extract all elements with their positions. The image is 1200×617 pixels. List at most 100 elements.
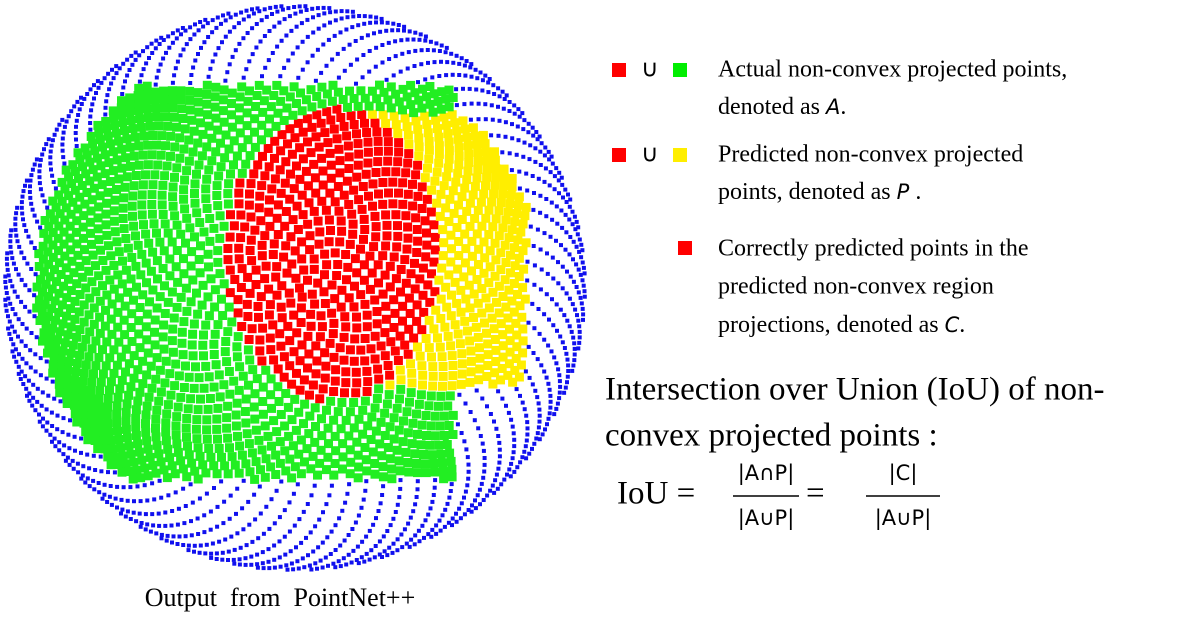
point [287, 149, 297, 159]
point [477, 487, 482, 492]
point [444, 421, 454, 430]
point [127, 68, 132, 72]
point [454, 160, 464, 170]
point [494, 281, 504, 291]
point [521, 127, 526, 132]
point [296, 469, 306, 479]
point [220, 153, 230, 163]
point [314, 142, 324, 152]
point [473, 148, 483, 158]
point [483, 350, 493, 360]
point [158, 180, 168, 190]
point [223, 537, 228, 542]
point [38, 157, 43, 162]
point [362, 366, 372, 376]
point [4, 291, 9, 295]
point [103, 402, 112, 412]
point [408, 418, 418, 428]
point [509, 461, 514, 466]
point [498, 223, 508, 233]
point [31, 395, 36, 400]
point [183, 28, 188, 33]
point [380, 43, 385, 47]
point [315, 332, 325, 342]
point [285, 194, 295, 204]
point [394, 188, 403, 198]
point [518, 246, 528, 256]
point [430, 527, 435, 532]
point [442, 440, 452, 449]
point [295, 385, 305, 395]
point [113, 307, 123, 317]
point [235, 92, 245, 102]
point [108, 106, 118, 116]
point [201, 194, 211, 204]
point [268, 320, 278, 330]
point [118, 203, 128, 213]
point [481, 448, 486, 453]
point [24, 178, 29, 183]
point [353, 450, 363, 460]
point [271, 121, 281, 131]
point [454, 519, 459, 524]
point [215, 211, 225, 221]
point [49, 167, 53, 172]
point [309, 264, 319, 274]
point [143, 527, 148, 532]
point [234, 385, 244, 395]
point [394, 425, 404, 435]
point [38, 356, 43, 361]
point [413, 468, 422, 478]
point [362, 21, 367, 26]
point [536, 401, 541, 406]
point [434, 141, 444, 151]
point [351, 367, 361, 377]
point [74, 144, 79, 148]
point [406, 359, 415, 369]
point [256, 536, 261, 541]
point [142, 309, 152, 319]
point [204, 121, 214, 131]
point [370, 331, 380, 341]
point [157, 42, 162, 46]
point [125, 100, 135, 110]
point [563, 385, 568, 390]
point [102, 76, 107, 81]
point [281, 466, 291, 476]
point [275, 9, 280, 14]
point [87, 419, 96, 429]
point [548, 399, 553, 404]
point [362, 14, 367, 19]
point [138, 524, 143, 529]
point [148, 529, 153, 534]
point [556, 178, 561, 183]
point [114, 71, 119, 76]
point [460, 258, 470, 268]
point [402, 407, 412, 417]
point [555, 328, 559, 333]
point [305, 60, 310, 65]
point [544, 197, 549, 201]
point [348, 229, 358, 239]
point [260, 74, 264, 79]
point [489, 324, 499, 334]
point [422, 535, 426, 540]
point [133, 91, 143, 100]
point [41, 416, 45, 421]
point [287, 259, 297, 269]
point [425, 440, 435, 450]
point [244, 439, 254, 449]
point [182, 414, 192, 423]
point [467, 86, 472, 91]
point [100, 321, 110, 331]
point [283, 139, 292, 149]
point [557, 373, 562, 378]
point [22, 256, 27, 261]
point [231, 557, 236, 562]
point [223, 255, 233, 265]
point [187, 340, 197, 350]
point [55, 427, 60, 432]
variable: A [824, 95, 840, 119]
point [44, 142, 49, 147]
point [545, 251, 549, 256]
